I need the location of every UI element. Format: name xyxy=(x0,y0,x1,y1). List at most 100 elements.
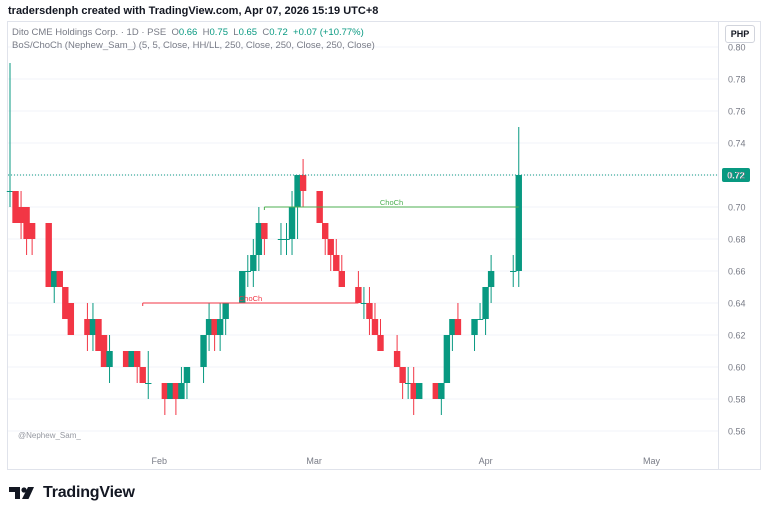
candle-body xyxy=(128,351,135,367)
candle-body xyxy=(261,223,268,239)
candle-body xyxy=(404,383,412,384)
candle xyxy=(255,207,263,271)
candle xyxy=(56,271,63,287)
currency-button[interactable]: PHP xyxy=(725,25,755,43)
high-label: H xyxy=(202,27,210,38)
candle xyxy=(84,303,91,351)
candle xyxy=(205,303,213,351)
candle xyxy=(277,223,285,255)
candle xyxy=(100,335,108,367)
candle-body xyxy=(322,223,329,239)
candle xyxy=(476,303,484,320)
candle xyxy=(288,191,296,255)
last-price-label: 0.72 xyxy=(727,171,745,181)
candle xyxy=(244,255,251,287)
candle xyxy=(17,191,25,239)
price-tick-label: 0.80 xyxy=(728,43,746,53)
candle xyxy=(250,239,257,287)
candle-body xyxy=(200,335,207,367)
candle-body xyxy=(122,351,130,367)
candle xyxy=(172,383,180,415)
candle-body xyxy=(416,383,423,399)
low-value: 0.65 xyxy=(238,27,258,38)
candle-body xyxy=(17,207,25,223)
candle xyxy=(355,271,362,303)
candle-body xyxy=(250,255,257,271)
candle xyxy=(67,303,75,335)
candle xyxy=(51,271,58,303)
candle-body xyxy=(45,223,52,287)
time-tick-label: Feb xyxy=(152,456,168,466)
candle-body xyxy=(12,191,19,223)
candle xyxy=(377,319,384,351)
tradingview-logo-text: TradingView xyxy=(43,484,135,501)
candle-body xyxy=(6,191,14,192)
candle xyxy=(410,367,417,415)
candle-body xyxy=(476,319,484,320)
indicator-legend[interactable]: BoS/ChoCh (Nephew_Sam_) (5, 5, Close, HH… xyxy=(12,40,375,51)
candle-body xyxy=(139,367,146,383)
candle xyxy=(432,383,440,399)
candle xyxy=(23,207,30,255)
candle-body xyxy=(222,303,229,319)
candle-body xyxy=(288,207,296,239)
candle xyxy=(443,335,451,383)
candle-body xyxy=(377,335,384,351)
candle xyxy=(95,319,102,351)
candle xyxy=(222,303,229,335)
chart-frame[interactable] xyxy=(7,21,761,470)
candle-body xyxy=(333,255,340,271)
candle xyxy=(338,255,345,287)
chart-credit: tradersdenph created with TradingView.co… xyxy=(8,5,379,17)
candle xyxy=(482,287,489,335)
candle xyxy=(471,319,478,351)
candle xyxy=(416,383,423,399)
candle-body xyxy=(100,335,108,367)
candle-body xyxy=(23,207,30,239)
candle-body xyxy=(216,319,224,335)
candle-body xyxy=(205,319,213,335)
price-tick-label: 0.74 xyxy=(728,139,746,149)
price-tick-label: 0.76 xyxy=(728,107,746,117)
candle xyxy=(327,239,334,271)
candle-body xyxy=(84,319,91,335)
candle-body xyxy=(211,319,218,335)
candle xyxy=(438,383,445,415)
candle xyxy=(12,191,19,223)
candle-body xyxy=(482,287,489,319)
candle-body xyxy=(95,319,102,351)
candle-body xyxy=(327,239,334,255)
candle-body xyxy=(366,303,373,319)
candle-body xyxy=(67,303,75,335)
candle xyxy=(261,223,268,255)
candle xyxy=(371,303,379,335)
candle xyxy=(404,367,412,399)
tradingview-logo[interactable]: TradingView xyxy=(9,484,135,502)
choch-label: ChoCh xyxy=(239,294,262,303)
symbol-legend: Dito CME Holdings Corp. · 1D · PSE O0.66… xyxy=(12,27,364,38)
open-label: O xyxy=(171,27,179,38)
price-tick-label: 0.58 xyxy=(728,395,746,405)
candle-body xyxy=(438,383,445,399)
candle xyxy=(167,383,174,399)
candle-body xyxy=(178,383,185,399)
candle xyxy=(139,367,146,383)
candle-body xyxy=(393,351,401,367)
candle-body xyxy=(449,319,456,335)
candle xyxy=(161,383,169,415)
candle-body xyxy=(89,319,97,335)
candle-body xyxy=(355,287,362,303)
candle xyxy=(106,335,113,383)
candle xyxy=(28,223,36,255)
price-tick-label: 0.62 xyxy=(728,331,746,341)
price-tick-label: 0.60 xyxy=(728,363,746,373)
candle xyxy=(183,367,191,399)
choch-label: ChoCh xyxy=(380,198,403,207)
candle xyxy=(299,159,307,207)
price-tick-label: 0.64 xyxy=(728,299,746,309)
candle xyxy=(145,351,152,399)
candle-body xyxy=(28,223,36,239)
candle xyxy=(200,335,207,383)
candle xyxy=(454,303,462,335)
